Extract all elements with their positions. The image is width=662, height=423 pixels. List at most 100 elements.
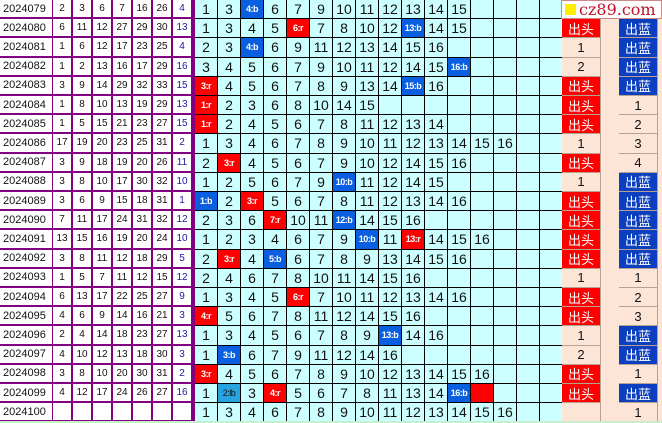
site-logo[interactable]: cz89.com xyxy=(561,0,662,19)
grid-cell: 9 xyxy=(333,153,356,173)
chulan-cell: 3 xyxy=(619,134,658,154)
red-ball-number: 27 xyxy=(153,288,173,308)
table-row: 2024083 3 9 14 29 32 33 15 3:r 4 5 6 7 8 9 13 14 15:b 16 出头… xyxy=(0,76,662,96)
table-row: 2024087 3 9 18 19 20 26 11 2 3:r 4 5 6 7 9 10 12 14 15 16 出头… xyxy=(0,153,662,173)
grid-cell xyxy=(425,307,448,327)
grid-cell: 3 xyxy=(218,326,241,346)
grid-cell: 16 xyxy=(448,192,471,212)
grid-cell xyxy=(471,38,494,58)
grid-cell: 14 xyxy=(356,307,379,327)
blue-ball-number: 3 xyxy=(173,307,193,327)
red-ball-number: 20 xyxy=(133,153,153,173)
red-ball-number: 8 xyxy=(73,364,93,384)
grid-cell: 14 xyxy=(425,192,448,212)
grid-cell: 9 xyxy=(310,172,333,192)
grid-cell xyxy=(471,268,494,288)
issue-number: 2024085 xyxy=(0,115,54,135)
grid-cell: 4 xyxy=(241,134,264,154)
table-row: 2024079 2 3 6 7 16 26 4 1 3 4:b 6 7 9 10 11 12 13 14 15 xyxy=(0,0,662,20)
grid-cell xyxy=(471,153,494,173)
chulan-cell: 4 xyxy=(619,153,658,173)
red-ball-number: 19 xyxy=(113,153,133,173)
grid-cell: 7 xyxy=(287,364,310,384)
red-ball-number xyxy=(93,403,113,423)
chutou-cell: 2 xyxy=(562,57,601,77)
red-ball-number: 14 xyxy=(93,76,113,96)
grid-cell: 6 xyxy=(264,38,287,58)
red-ball-number: 20 xyxy=(93,134,113,154)
grid-cell xyxy=(448,307,471,327)
grid-cell: 10 xyxy=(356,403,379,423)
red-ball-number: 10 xyxy=(93,96,113,116)
red-ball-number: 1 xyxy=(53,96,73,116)
grid-cell xyxy=(517,96,540,116)
chulan-cell: 1 xyxy=(619,268,658,288)
grid-cell xyxy=(517,249,540,269)
red-ball-number: 17 xyxy=(113,172,133,192)
grid-cell-highlight: 13:r xyxy=(402,230,425,250)
blue-ball-number: 12 xyxy=(173,211,193,231)
grid-cell: 12 xyxy=(402,403,425,423)
grid-cell: 2 xyxy=(195,38,218,58)
grid-cell xyxy=(471,115,494,135)
grid-cell xyxy=(517,230,540,250)
grid-cell xyxy=(540,230,563,250)
grid-cell xyxy=(540,0,563,20)
table-row: 2024085 1 5 15 21 23 27 15 1:r 2 4 5 6 7 8 11 12 13 14 出头 2 xyxy=(0,115,662,135)
issue-number: 2024100 xyxy=(0,403,54,423)
grid-cell: 4 xyxy=(218,57,241,77)
issue-number: 2024091 xyxy=(0,230,54,250)
grid-cell xyxy=(494,345,517,365)
red-ball-number: 4 xyxy=(73,326,93,346)
red-ball-number: 30 xyxy=(153,19,173,39)
grid-cell: 3 xyxy=(218,38,241,58)
grid-cell: 10 xyxy=(356,134,379,154)
grid-cell-highlight: 4:r xyxy=(264,384,287,404)
grid-cell: 3 xyxy=(195,57,218,77)
red-ball-number: 17 xyxy=(93,211,113,231)
grid-cell: 14 xyxy=(356,268,379,288)
red-ball-number: 16 xyxy=(133,0,153,20)
grid-cell: 10 xyxy=(287,211,310,231)
grid-cell: 5 xyxy=(241,76,264,96)
red-ball-number: 1 xyxy=(53,38,73,58)
grid-cell: 12 xyxy=(379,0,402,20)
grid-cell xyxy=(540,384,563,404)
red-ball-number: 18 xyxy=(133,192,153,212)
logo-square-icon xyxy=(565,4,576,15)
grid-cell xyxy=(517,211,540,231)
red-ball-number: 1 xyxy=(53,115,73,135)
red-ball-number: 33 xyxy=(153,76,173,96)
red-ball-number: 10 xyxy=(93,172,113,192)
grid-cell: 14 xyxy=(448,134,471,154)
grid-cell: 1 xyxy=(195,345,218,365)
red-ball-number: 20 xyxy=(113,364,133,384)
grid-cell: 4 xyxy=(218,76,241,96)
grid-cell: 5 xyxy=(218,307,241,327)
red-ball-number: 6 xyxy=(73,38,93,58)
grid-cell: 2 xyxy=(218,192,241,212)
grid-cell: 11 xyxy=(356,0,379,20)
red-ball-number: 3 xyxy=(73,0,93,20)
grid-cell: 4 xyxy=(241,19,264,39)
grid-cell: 11 xyxy=(356,172,379,192)
grid-cell xyxy=(494,326,517,346)
grid-cell: 13 xyxy=(402,192,425,212)
red-ball-number xyxy=(153,403,173,423)
grid-cell: 12 xyxy=(379,192,402,212)
grid-cell: 7 xyxy=(264,268,287,288)
grid-cell: 9 xyxy=(333,364,356,384)
grid-cell: 11 xyxy=(379,384,402,404)
red-ball-number: 6 xyxy=(53,288,73,308)
grid-cell-highlight: 6:r xyxy=(287,19,310,39)
grid-cell: 15 xyxy=(448,230,471,250)
red-ball-number: 17 xyxy=(133,57,153,77)
grid-cell: 14 xyxy=(333,96,356,116)
grid-cell-highlight xyxy=(471,384,494,404)
grid-cell: 16 xyxy=(425,38,448,58)
grid-cell xyxy=(448,172,471,192)
issue-number: 2024094 xyxy=(0,288,54,308)
grid-cell xyxy=(540,134,563,154)
grid-cell: 2 xyxy=(195,153,218,173)
red-ball-number: 23 xyxy=(113,134,133,154)
